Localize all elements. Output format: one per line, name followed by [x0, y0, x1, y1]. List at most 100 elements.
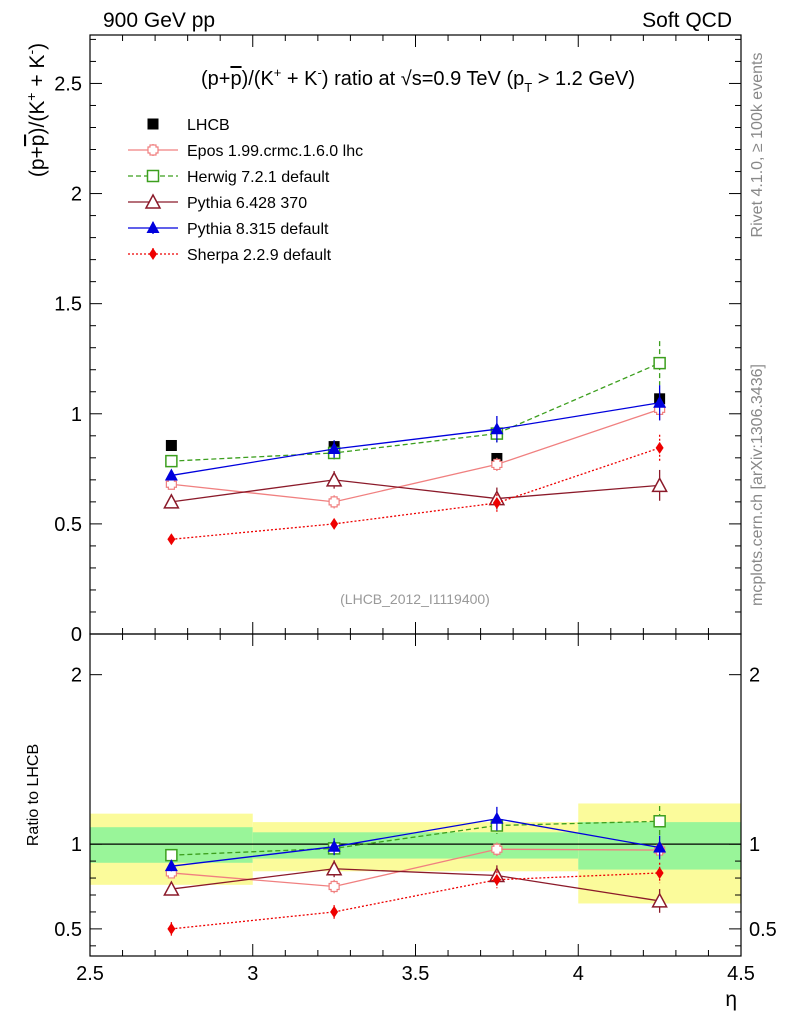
- ratio-plot-panel: 0.5 0.5 1 1 2 2 2.5 3 3.5 4 4.5 Ratio to LHCB η: [25, 633, 777, 1011]
- ratio-y-tick-label: 1: [71, 834, 82, 856]
- ratio-y-tick-label: 0.5: [54, 919, 82, 941]
- series-0: [165, 392, 666, 464]
- legend-entry: Pythia 6.428 370: [128, 193, 307, 212]
- data-point: [328, 496, 340, 508]
- data-point: [325, 471, 343, 487]
- data-point: [163, 880, 180, 896]
- ratio-y-tick-label-right: 2: [749, 665, 760, 687]
- legend-label: LHCB: [187, 117, 230, 134]
- series-line: [171, 848, 660, 888]
- data-point: [327, 442, 341, 455]
- data-point: [655, 441, 664, 454]
- y-axis-title: (p+p)/(K+ + K-): [23, 43, 49, 177]
- y-tick-label: 1: [71, 404, 82, 426]
- legend-label: Pythia 8.315 default: [187, 221, 329, 238]
- data-point: [653, 840, 667, 853]
- legend-entry: Herwig 7.2.1 default: [128, 169, 330, 186]
- legend-entry: LHCB: [147, 117, 230, 134]
- data-point: [167, 533, 176, 546]
- data-point: [653, 356, 666, 370]
- header-left: 900 GeV pp: [103, 9, 215, 32]
- data-point: [165, 439, 177, 451]
- data-point: [492, 496, 501, 509]
- legend-marker: [149, 248, 157, 260]
- series-4: [164, 385, 667, 481]
- series-line: [171, 872, 660, 930]
- x-axis-title: η: [725, 988, 737, 1011]
- legend-marker: [146, 169, 160, 183]
- legend-entry: Sherpa 2.2.9 default: [128, 247, 332, 264]
- y-tick-label: 1.5: [54, 294, 82, 316]
- legend: LHCB Epos 1.99.crmc.1.6.0 lhc Herwig 7.2.1…: [128, 117, 363, 264]
- data-point: [164, 468, 178, 481]
- ratio-y-tick-label-right: 0.5: [749, 919, 777, 941]
- main-plot-panel: 0 0.5 1 1.5 2 2.5 (p+p)/(K+ + K-) ratio at √s…: [23, 34, 742, 646]
- y-tick-label: 0.5: [54, 514, 82, 536]
- mcplots-label: mcplots.cern.ch [arXiv:1306.3436]: [749, 364, 766, 606]
- data-point: [325, 860, 343, 876]
- data-point: [492, 873, 501, 886]
- data-point: [491, 458, 503, 471]
- legend-label: Herwig 7.2.1 default: [187, 169, 330, 186]
- x-tick-label: 4: [573, 963, 584, 985]
- y-tick-label: 2.5: [54, 73, 82, 95]
- data-point: [490, 811, 504, 824]
- data-point: [327, 839, 341, 852]
- data-point: [330, 905, 339, 918]
- data-point: [328, 880, 340, 893]
- legend-label: Epos 1.99.crmc.1.6.0 lhc: [187, 143, 363, 160]
- x-tick-label: 3: [247, 963, 258, 985]
- series-line: [171, 868, 660, 902]
- data-point: [491, 843, 503, 855]
- y-tick-label: 0: [71, 624, 82, 646]
- series-2: [163, 860, 668, 913]
- data-point: [651, 476, 668, 493]
- data-point: [651, 892, 668, 908]
- data-point: [655, 866, 664, 879]
- y-tick-label: 2: [71, 184, 82, 206]
- uncertainty-band-inner: [252, 832, 579, 859]
- series-line: [171, 402, 660, 477]
- ratio-y-tick-label: 2: [71, 665, 82, 687]
- series-line: [171, 479, 660, 503]
- x-tick-label: 3.5: [402, 963, 430, 985]
- ratio-y-tick-label-right: 1: [749, 834, 760, 856]
- legend-label: Sherpa 2.2.9 default: [187, 247, 332, 264]
- legend-marker: [144, 193, 162, 209]
- series-5: [167, 434, 664, 546]
- ratio-frame: [89, 633, 742, 957]
- series-line: [171, 408, 660, 503]
- rivet-label: Rivet 4.1.0, ≥ 100k events: [749, 53, 766, 238]
- plot-title: (p+p)/(K+ + K-) ratio at √s=0.9 TeV (pT …: [201, 65, 635, 95]
- legend-label: Pythia 6.428 370: [187, 195, 307, 212]
- x-tick-label: 4.5: [727, 963, 755, 985]
- legend-marker: [147, 118, 159, 130]
- series-line: [171, 362, 660, 462]
- header-right: Soft QCD: [642, 9, 732, 32]
- x-tick-label: 2.5: [76, 963, 104, 985]
- legend-marker: [146, 221, 160, 233]
- data-point: [163, 493, 180, 509]
- series-3: [164, 806, 667, 872]
- data-point: [167, 922, 176, 935]
- series-line: [171, 447, 660, 540]
- series-4: [167, 862, 664, 936]
- data-point: [490, 422, 504, 435]
- series-3: [163, 469, 668, 510]
- legend-entry: Epos 1.99.crmc.1.6.0 lhc: [128, 143, 363, 160]
- data-point: [164, 859, 178, 872]
- series-line: [171, 820, 660, 856]
- series-2: [165, 341, 666, 468]
- analysis-tag: (LHCB_2012_I1119400): [340, 591, 490, 607]
- data-point: [165, 848, 178, 862]
- data-point: [165, 478, 177, 490]
- legend-marker: [147, 144, 159, 156]
- data-point: [653, 815, 666, 828]
- data-point: [653, 395, 667, 408]
- data-point: [330, 517, 339, 530]
- data-point: [165, 454, 178, 468]
- ratio-y-axis-title: Ratio to LHCB: [25, 744, 42, 846]
- series-line: [171, 818, 660, 867]
- legend-entry: Pythia 8.315 default: [128, 221, 329, 238]
